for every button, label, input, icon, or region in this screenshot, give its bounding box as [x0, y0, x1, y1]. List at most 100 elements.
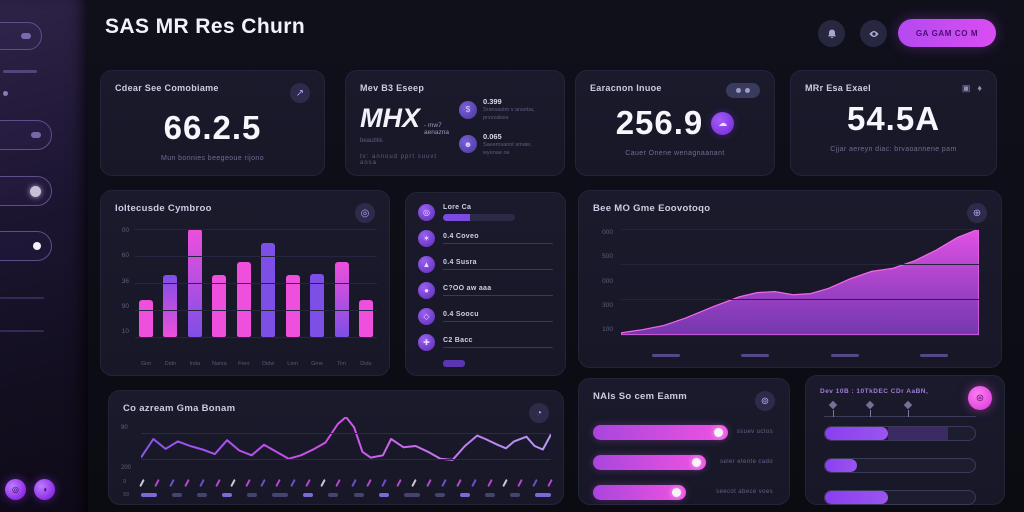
list-item[interactable]: ▲ 0.4 Susra	[418, 256, 553, 273]
tick-mark	[260, 478, 266, 488]
progress-bar[interactable]	[593, 455, 706, 470]
ministat-sub2: prvvzabea	[482, 115, 509, 122]
x-tick-dash	[830, 354, 859, 357]
ministat-value: 0.065	[482, 131, 502, 141]
primary-action-button[interactable]: GA GAM CO M	[898, 19, 996, 47]
y-tick-label: 60	[121, 252, 129, 260]
bell-small-icon[interactable]: ♦	[977, 83, 982, 93]
bar	[236, 262, 251, 337]
gridline	[135, 337, 377, 338]
list-item[interactable]: ✶ 0.4 Coveo	[418, 230, 553, 247]
goal-fill	[825, 459, 857, 472]
kpi-toggle[interactable]	[726, 83, 760, 98]
gridline	[621, 298, 979, 300]
tick-mark	[169, 478, 175, 488]
list-item-body: Lore Ca	[443, 204, 553, 221]
x-tick-label: Didn	[164, 361, 177, 367]
bell-button[interactable]	[818, 20, 845, 47]
list-item-underline	[443, 269, 553, 270]
progress-bars: ssuev uctos seler etente cado seecot abece…	[593, 425, 775, 501]
sidebar-label-line	[3, 70, 37, 73]
progress-row: ssuev uctos	[593, 425, 775, 441]
list-item-label: Lore Ca	[443, 204, 472, 211]
progress-knob[interactable]	[713, 428, 723, 437]
dash-mark	[534, 493, 551, 497]
sidebar-action-button-2[interactable]: ◑	[34, 479, 55, 500]
dash-marks-row	[141, 492, 551, 498]
dash-mark	[509, 493, 520, 497]
list-item[interactable]: ● C?OO aw aaa	[418, 282, 553, 299]
list-item-underline	[443, 295, 553, 296]
marks-label-2: 99	[123, 492, 130, 498]
tick-mark	[456, 478, 463, 488]
tick-mark	[245, 478, 251, 488]
kpi-value: 66.2.5	[163, 109, 262, 146]
bar	[358, 300, 373, 337]
kpi-ministat-2: ☻ 0.065 Saeemsanot smate, wyenae oe	[458, 131, 550, 158]
dash-mark	[141, 493, 157, 497]
refresh-icon[interactable]: ⊕	[967, 203, 987, 223]
tick-mark	[411, 478, 417, 488]
active-dot-icon	[30, 185, 41, 197]
tick-mark	[305, 478, 311, 488]
bar	[334, 262, 349, 337]
list-item[interactable]: ◇ 0.4 Soocu	[418, 308, 553, 325]
gridline	[141, 458, 551, 460]
y-tick-label: 90	[121, 425, 128, 431]
kpi-value: 256.9	[615, 104, 704, 141]
list-item-label: C2 Bacc	[443, 337, 473, 344]
eye-button[interactable]	[860, 20, 887, 47]
dollar-icon: $	[458, 100, 477, 119]
progress-knob[interactable]	[691, 458, 701, 467]
bar-chart-card: Ioltecusde Cymbroo ◎ 00 60 36 90 10 Gim Didn I…	[100, 190, 390, 376]
list-item[interactable]: ◎ Lore Ca	[418, 204, 553, 221]
dash-mark	[222, 493, 233, 497]
kpi-card-3: Earacnon Inuoe 256.9 ☁ Cauer Onene wenag…	[575, 70, 775, 176]
list-item-underline	[443, 321, 553, 322]
camera-icon[interactable]: ⊛	[968, 386, 992, 410]
dash-mark	[197, 493, 208, 497]
sidebar-item-4[interactable]	[0, 231, 52, 261]
sidebar-item-1[interactable]	[0, 22, 42, 50]
goal-fill-secondary	[888, 427, 948, 440]
target-icon[interactable]: ⊚	[755, 391, 775, 411]
tick-mark	[154, 478, 160, 488]
kpi-label: MRr Esa Exael	[805, 83, 871, 93]
axis-marker	[865, 400, 874, 417]
tick-mark	[199, 478, 206, 488]
progress-knob[interactable]	[671, 488, 681, 497]
dash-mark	[403, 493, 420, 497]
sidebar-item-2[interactable]	[0, 120, 52, 150]
list-item[interactable]: ✚ C2 Bacc	[418, 334, 553, 351]
progress-row: seler etente cado	[593, 455, 775, 471]
chart-title: Co azream Gma Bonam	[123, 403, 236, 414]
tick-mark	[214, 478, 221, 488]
sidebar-action-button-1[interactable]: ◎	[5, 479, 26, 500]
goal-fill	[825, 491, 888, 504]
kpi-footer: tv: annoud pprt suuvt aosa	[360, 154, 438, 166]
cloud-badge-icon[interactable]: ☁	[711, 111, 735, 135]
progress-bar[interactable]	[593, 485, 686, 500]
progress-bar[interactable]	[593, 425, 728, 440]
goal-track[interactable]	[824, 426, 976, 441]
arrow-up-icon[interactable]: ↗	[290, 83, 310, 103]
card-title: NAls So cem Eamm	[593, 391, 688, 402]
area-y-axis: 000 500 000 300 100	[591, 229, 613, 333]
y-tick-label: 10	[121, 328, 129, 335]
box-icon[interactable]: ▣	[961, 83, 971, 93]
sidebar-divider	[0, 330, 44, 332]
list-item-label: 0.4 Susra	[443, 259, 477, 266]
kpi-ministat-1: $ 0.399 Sransastm v anseba, prvvzabea	[458, 97, 550, 123]
goal-track[interactable]	[824, 458, 976, 473]
chart-title: Ioltecusde Cymbroo	[115, 203, 212, 214]
area-chart	[620, 228, 980, 336]
sidebar-item-3[interactable]	[0, 176, 52, 206]
clock-icon[interactable]: ◔	[529, 403, 549, 423]
kpi-value-note: - mw7 aenazna	[424, 122, 449, 136]
info-icon[interactable]: ◎	[355, 203, 375, 223]
dash-mark	[353, 493, 364, 497]
bar-x-axis: Gim Didn Inda Nama Fren Didw Lem Gme Tim Didu	[135, 361, 377, 367]
goal-track[interactable]	[824, 490, 976, 505]
tick-mark	[380, 478, 387, 488]
x-tick-label: Fren	[238, 361, 250, 367]
